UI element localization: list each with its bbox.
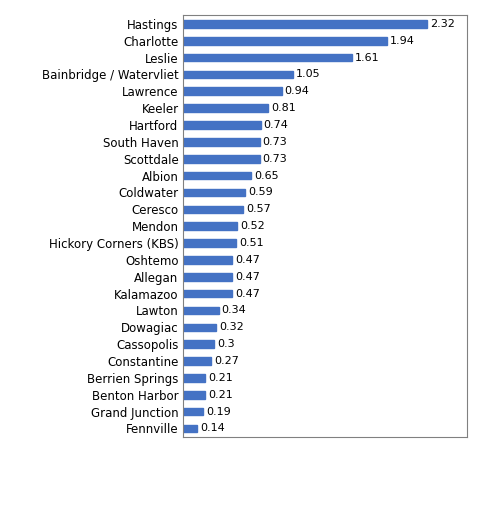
Bar [182,70,292,78]
Bar [182,206,242,213]
Text: 0.14: 0.14 [200,424,225,433]
Text: 0.73: 0.73 [262,154,287,164]
Bar [182,37,386,45]
Text: 0.32: 0.32 [219,322,244,333]
Bar [182,323,216,331]
Text: 0.47: 0.47 [235,288,260,299]
Text: 0.27: 0.27 [214,356,239,366]
Text: 0.74: 0.74 [263,120,288,130]
Text: 0.3: 0.3 [217,339,235,349]
Text: 0.21: 0.21 [207,373,232,383]
Text: 1.94: 1.94 [389,35,414,46]
Bar [182,290,232,298]
Bar [182,374,204,382]
Text: 1.05: 1.05 [296,69,320,80]
Bar [182,223,237,230]
Text: 0.47: 0.47 [235,255,260,265]
Bar [182,189,244,196]
Bar [182,172,251,179]
Bar [182,138,259,145]
Text: 0.52: 0.52 [240,221,265,231]
Bar [182,391,204,398]
Text: 0.81: 0.81 [271,103,295,113]
Text: 0.65: 0.65 [254,171,278,180]
Text: 0.94: 0.94 [284,86,309,96]
Text: 0.51: 0.51 [239,238,264,248]
Bar [182,256,232,264]
Text: 0.19: 0.19 [205,407,230,417]
Text: 0.59: 0.59 [247,188,272,197]
Bar [182,273,232,281]
Bar [182,408,203,415]
Text: 2.32: 2.32 [429,19,454,29]
Bar [182,121,260,129]
Text: 0.57: 0.57 [245,204,270,214]
Text: 0.73: 0.73 [262,137,287,147]
Bar [182,357,211,365]
Text: 0.21: 0.21 [207,390,232,400]
Bar [182,307,218,314]
Bar [182,104,267,112]
Bar [182,425,197,432]
Bar [182,87,281,95]
Bar [182,155,259,162]
Bar [182,239,236,247]
Bar [182,54,351,61]
Text: 0.47: 0.47 [235,272,260,282]
Text: 0.34: 0.34 [221,305,246,316]
Bar [182,20,426,28]
Bar [182,340,214,348]
Text: 1.61: 1.61 [354,52,379,63]
